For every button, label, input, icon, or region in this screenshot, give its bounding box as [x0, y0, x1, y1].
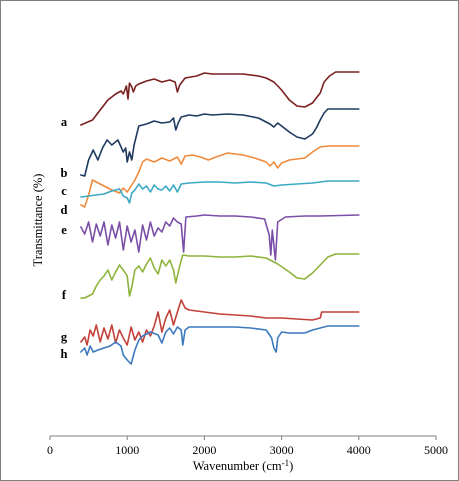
x-tick-label: 0: [47, 443, 53, 457]
x-tick-label: 3000: [270, 443, 294, 457]
series-label-c: c: [61, 184, 67, 198]
series-label-e: e: [61, 223, 67, 237]
x-axis-ticks: 0 1000 2000 3000 4000 5000: [47, 436, 448, 457]
spectrum-line-f: [80, 253, 360, 299]
series-label-f: f: [62, 288, 67, 302]
spectrum-line-h: [80, 325, 360, 365]
x-tick-label: 2000: [192, 443, 216, 457]
x-axis-title-suffix: ): [289, 459, 293, 473]
x-tick-label: 1000: [115, 443, 139, 457]
spectrum-line-c: [80, 145, 360, 208]
spectrum-line-e: [80, 214, 360, 261]
series-label-h: h: [61, 347, 68, 361]
x-tick-label: 4000: [347, 443, 371, 457]
spectrum-line-d: [80, 180, 360, 204]
spectrum-line-g: [80, 299, 360, 346]
x-axis-title-superscript: -1: [282, 458, 290, 468]
spectrum-line-a: [80, 71, 360, 126]
series-label-a: a: [61, 115, 68, 129]
y-axis-title: Transmittance (%): [31, 174, 45, 267]
series-label-g: g: [61, 330, 68, 344]
series-label-d: d: [61, 203, 68, 217]
x-tick-label: 5000: [424, 443, 448, 457]
spectrum-line-b: [80, 108, 360, 177]
spectra-series: [80, 71, 360, 365]
series-label-b: b: [61, 166, 68, 180]
x-axis-title: Wavenumber (cm-1): [193, 458, 294, 473]
